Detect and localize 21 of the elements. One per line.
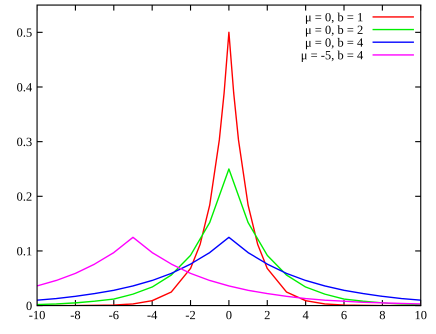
x-tick-label: 10 [416, 310, 427, 320]
x-tick-label: 4 [302, 310, 309, 320]
y-tick-label: 0.2 [17, 192, 32, 201]
x-tick-label: -2 [186, 310, 196, 320]
y-tick-label: 0.1 [17, 246, 32, 256]
y-tick-label: 0 [26, 302, 32, 310]
y-tick-label: 0.4 [17, 83, 32, 92]
x-tick-label: 0 [226, 310, 232, 320]
x-tick-label: -4 [147, 310, 158, 320]
x-tick-label: 6 [341, 310, 347, 320]
legend-label: μ = 0, b = 1 [306, 12, 362, 24]
y-tick-label: 0.3 [17, 138, 32, 146]
legend-label: μ = 0, b = 4 [306, 38, 364, 50]
legend-label: μ = 0, b = 2 [306, 25, 363, 37]
y-tick-label: 0.5 [17, 28, 32, 37]
legend-label: μ = -5, b = 4 [302, 50, 364, 62]
x-tick-label: 8 [380, 310, 386, 320]
x-tick-label: 2 [264, 310, 270, 320]
x-tick-label: -8 [70, 310, 80, 320]
x-tick-label: -10 [29, 310, 45, 320]
x-tick-label: -6 [109, 310, 119, 320]
